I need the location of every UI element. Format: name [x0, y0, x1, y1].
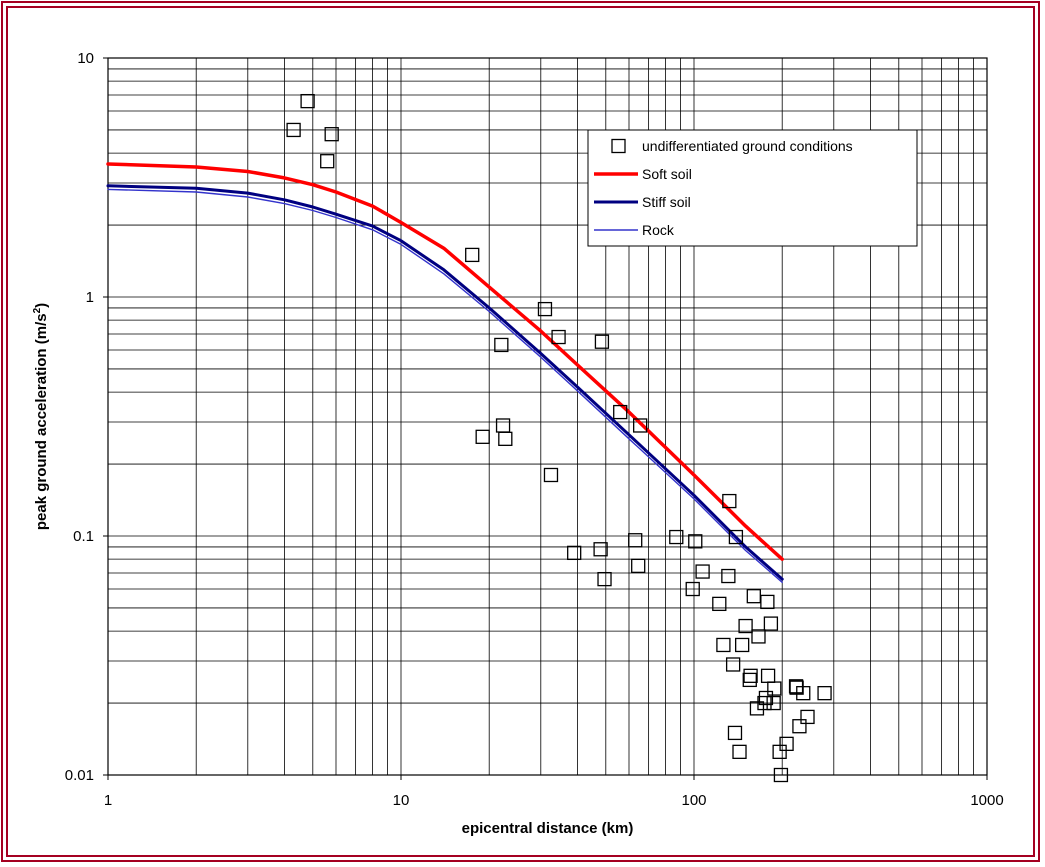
data-point — [728, 529, 744, 545]
data-point — [721, 568, 736, 584]
y-axis-title-sup: 2 — [32, 307, 43, 313]
data-point — [613, 404, 628, 420]
data-point — [494, 337, 509, 353]
data-point — [567, 545, 582, 561]
chart-inner-border — [6, 6, 1035, 857]
legend-label: Soft soil — [642, 166, 692, 182]
legend-marker-square — [611, 138, 626, 154]
data-point — [727, 725, 743, 741]
data-point — [716, 637, 731, 653]
data-point — [475, 429, 490, 444]
data-point — [746, 589, 761, 604]
data-point — [594, 334, 610, 349]
data-point — [633, 418, 648, 433]
y-axis-title-main: peak ground acceleration (m/s — [33, 313, 50, 530]
data-point — [688, 534, 703, 549]
data-point — [300, 93, 315, 109]
y-axis-title-close: ) — [33, 303, 50, 308]
data-point — [551, 329, 566, 345]
data-point — [320, 154, 335, 169]
data-point — [763, 616, 779, 631]
data-point — [742, 672, 757, 688]
series-line-soft-soil — [106, 162, 784, 561]
data-point — [751, 629, 766, 644]
legend-label: Rock — [642, 222, 675, 238]
y-tick-label: 1 — [86, 289, 94, 306]
legend-label: undifferentiated ground conditions — [642, 138, 853, 154]
data-point — [495, 418, 511, 433]
data-point — [631, 558, 646, 574]
x-axis-title: epicentral distance (km) — [462, 820, 634, 837]
data-point — [324, 127, 339, 142]
x-tick-label: 1 — [104, 792, 112, 809]
data-point — [722, 493, 737, 509]
data-point — [695, 564, 710, 579]
data-point — [732, 744, 747, 759]
data-point — [735, 637, 750, 653]
legend-box — [587, 129, 918, 247]
plot-area — [107, 57, 988, 776]
data-point — [758, 690, 774, 706]
data-point — [537, 301, 553, 317]
data-point — [766, 695, 781, 711]
data-point — [760, 668, 776, 683]
data-point — [757, 695, 772, 711]
data-point — [743, 668, 758, 683]
data-point — [286, 122, 301, 138]
data-point — [817, 686, 832, 701]
y-tick-label: 10 — [77, 50, 94, 67]
data-point — [800, 709, 815, 725]
x-tick-label: 100 — [681, 792, 706, 809]
data-point — [628, 533, 643, 548]
data-point — [465, 247, 480, 263]
data-point — [498, 431, 513, 446]
data-point — [749, 701, 765, 716]
data-point — [543, 467, 559, 483]
data-point — [738, 618, 753, 634]
y-axis-title: peak ground acceleration (m/s2) — [32, 303, 50, 530]
legend: undifferentiated ground conditions Soft s… — [587, 129, 918, 247]
data-point — [669, 529, 684, 545]
series-line-rock — [107, 188, 783, 583]
data-point — [593, 542, 608, 557]
data-point — [773, 767, 789, 783]
data-point — [792, 719, 807, 734]
series-line-stiff-soil — [106, 184, 784, 581]
x-tick-label: 10 — [393, 792, 410, 809]
data-point — [712, 596, 727, 612]
y-tick-label: 0.01 — [65, 767, 94, 784]
data-point — [725, 657, 741, 672]
data-point — [767, 681, 782, 696]
data-point — [796, 686, 811, 701]
data-point — [760, 594, 775, 610]
series-layer — [106, 93, 832, 783]
tick-labels: 1 10 100 1000 0.01 0.1 1 10 — [65, 50, 1004, 809]
x-tick-label: 1000 — [970, 792, 1003, 809]
data-point — [597, 571, 612, 587]
legend-label: Stiff soil — [642, 194, 691, 210]
y-tick-label: 0.1 — [73, 528, 94, 545]
data-point — [685, 581, 700, 597]
data-point — [779, 736, 794, 752]
